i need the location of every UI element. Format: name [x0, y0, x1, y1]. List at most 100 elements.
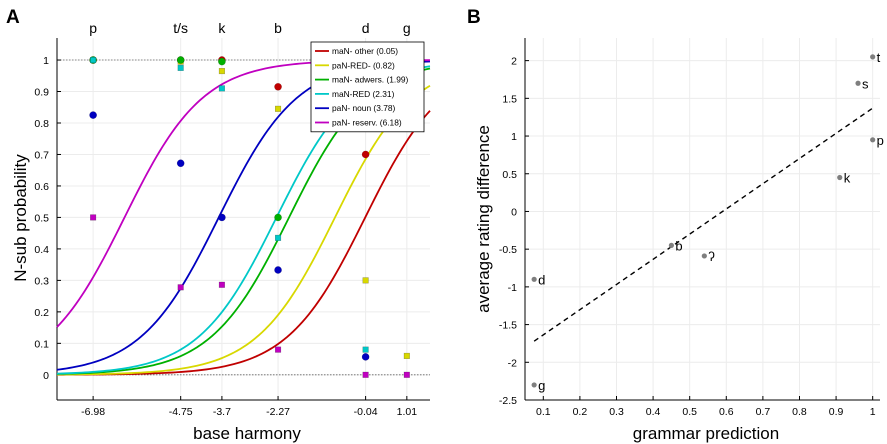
panel-a-consonant-labels: p t/s k b d g [89, 20, 411, 36]
panel-a-point [275, 346, 282, 353]
panel-b-x-tick-label: 0.5 [682, 406, 697, 418]
panel-a-y-tick-label: 0.9 [34, 87, 49, 99]
panel-a-point [176, 56, 185, 64]
panel-a-consonant-label: p [89, 20, 97, 36]
panel-b-x-ticks: 0.1 0.2 0.3 0.4 0.5 0.6 0.7 0.8 0.9 1 [536, 396, 876, 418]
panel-b-y-tick-label: -2.5 [499, 395, 517, 407]
panel-a-y-ticks: 0 0.1 0.2 0.3 0.4 0.5 0.6 0.7 0.8 0.9 1 [34, 55, 61, 382]
panel-a-point [362, 277, 369, 284]
panel-a-consonant-label: d [362, 20, 370, 36]
panel-a-legend-entry: paN-RED- (0.82) [332, 60, 395, 70]
panel-b-point [531, 382, 537, 388]
panel-b-y-tick-label: 0 [511, 206, 517, 218]
panel-a-y-axis-label: N-sub probability [11, 154, 30, 282]
panel-a-points [89, 56, 410, 378]
panel-b-y-tick-label: -1 [508, 282, 517, 294]
panel-a-x-ticks: -6.98 -4.75 -3.7 -2.27 -0.04 1.01 [81, 396, 417, 418]
panel-a-point [403, 352, 410, 359]
panel-b-y-tick-label: 0.5 [502, 169, 517, 181]
panel-a-y-tick-label: 0.1 [34, 338, 49, 350]
panel-b-point-label: g [538, 378, 545, 393]
panel-a-point [403, 371, 410, 378]
panel-a-y-tick-label: 0 [43, 370, 49, 382]
panel-b-grid [525, 38, 880, 401]
panel-b-y-tick-label: 2 [511, 56, 517, 68]
panel-a-point [274, 266, 282, 274]
panel-b-x-tick-label: 0.1 [536, 406, 551, 418]
panel-a-point [89, 111, 97, 119]
panel-a-point [362, 346, 369, 353]
panel-b-label: B [467, 7, 481, 28]
panel-a-consonant-label: g [403, 20, 411, 36]
panel-b-x-tick-label: 0.3 [609, 406, 624, 418]
panel-b-x-axis-label: grammar prediction [633, 424, 779, 443]
panel-a-x-tick-label: -4.75 [169, 406, 193, 418]
panel-b-point [701, 253, 707, 259]
panel-b-point [668, 242, 674, 248]
panel-a-y-tick-label: 0.6 [34, 181, 49, 193]
panel-a-legend-entry: maN- adwers. (1.99) [332, 75, 409, 85]
panel-b-x-tick-label: 0.6 [719, 406, 734, 418]
panel-a-label: A [6, 7, 20, 28]
panel-a-x-tick-label: -3.7 [213, 406, 231, 418]
panel-a-y-tick-label: 0.4 [34, 244, 49, 256]
panel-b-y-ticks: -2.5 -2 -1.5 -1 -0.5 0 0.5 1 1.5 2 [499, 56, 529, 407]
panel-a-y-tick-label: 1 [43, 55, 49, 67]
panel-a-point [218, 213, 226, 222]
panel-a-point [90, 214, 97, 221]
panel-b-x-tick-label: 0.4 [646, 406, 661, 418]
panel-b-point [531, 276, 537, 282]
panel-b-y-tick-label: -0.5 [499, 244, 517, 256]
panel-a-consonant-label: k [218, 20, 226, 36]
panel-a-x-tick-label: -0.04 [354, 406, 378, 418]
panel-b-y-tick-label: -1.5 [499, 320, 517, 332]
panel-a-x-axis-label: base harmony [193, 424, 301, 443]
panel-a-y-tick-label: 0.7 [34, 149, 49, 161]
panel-a-point [274, 213, 282, 222]
panel-a-legend-entry: maN- other (0.05) [332, 46, 398, 56]
panel-a-y-tick-label: 0.2 [34, 307, 49, 319]
panel-a-point [90, 56, 97, 64]
panel-a-point [177, 64, 184, 71]
panel-b-point-label: d [538, 272, 545, 287]
panel-b-point [837, 174, 843, 181]
panel-b-y-tick-label: 1.5 [502, 93, 517, 105]
panel-a-legend-entry: maN-RED (2.31) [332, 89, 395, 99]
panel-a-point [361, 150, 370, 159]
panel-b-regression-line [533, 107, 874, 342]
panel-a-y-tick-label: 0.8 [34, 118, 49, 130]
panel-a-point [218, 57, 226, 66]
panel-b-x-tick-label: 1 [870, 406, 876, 418]
panel-a-point [218, 85, 225, 92]
panel-b-point [870, 54, 876, 60]
panel-a-legend: maN- other (0.05) paN-RED- (0.82) maN- adw… [310, 41, 425, 133]
panel-a-point [218, 68, 225, 75]
panel-a-x-tick-label: 1.01 [397, 406, 418, 418]
panel-a-consonant-label: b [274, 20, 282, 36]
panel-b-point-label: t [877, 50, 881, 65]
panel-a-consonant-label: t/s [173, 20, 188, 36]
panel-a: A 0 0.1 0.2 0.3 0.4 0.5 0.6 0.7 0.8 0.9 1 -6.98 -4.… [6, 7, 431, 443]
panel-a-point [275, 234, 282, 241]
panel-a-x-tick-label: -6.98 [81, 406, 105, 418]
panel-b-point-label: s [862, 76, 869, 91]
panel-a-point [361, 353, 370, 361]
panel-b-point-label: k [844, 171, 851, 186]
panel-a-point [177, 284, 184, 291]
panel-a-axes [56, 38, 430, 401]
panel-b-axes [524, 38, 880, 401]
panel-b-point [855, 80, 861, 86]
panel-b-y-axis-label: average rating difference [474, 125, 493, 313]
panel-b-fit-line [533, 107, 874, 342]
panel-b: B -2.5 -2 -1.5 -1 -0.5 0 0.5 1 1.5 2 0.1 0.2 0.3 0.4… [467, 7, 884, 443]
panel-b-point [870, 137, 876, 143]
panel-b-point-label: ʔ [708, 249, 715, 264]
panel-a-point [362, 371, 369, 378]
panel-b-x-tick-label: 0.8 [792, 406, 807, 418]
panel-a-point [275, 105, 282, 112]
panel-a-legend-entry: paN- reserv. (6.18) [332, 118, 402, 128]
panel-b-point-label: p [877, 133, 884, 148]
panel-a-point [218, 281, 225, 288]
panel-b-x-tick-label: 0.2 [573, 406, 588, 418]
